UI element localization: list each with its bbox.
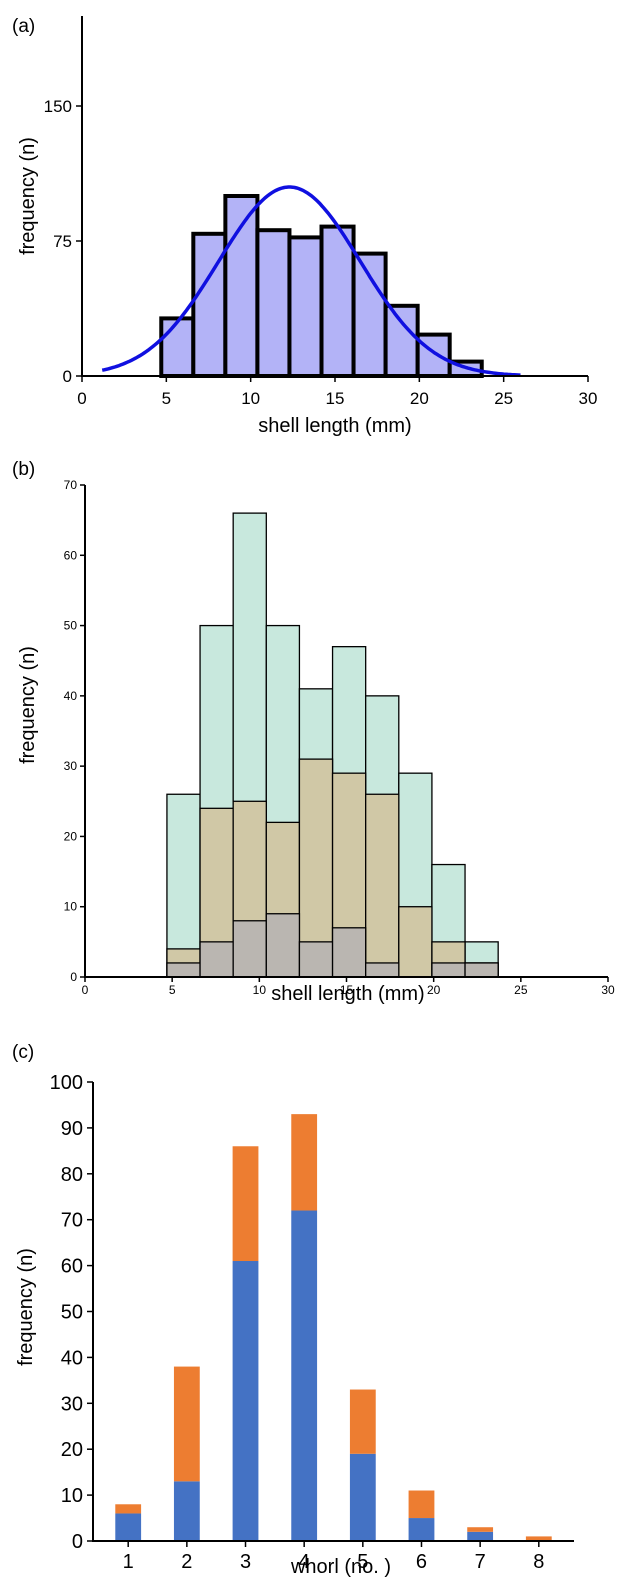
panel-a-y-label: frequency (n) <box>17 137 39 255</box>
panel-a: (a) frequency (n) shell length (mm) 0 5 10… <box>12 16 597 437</box>
panel-c-bar-series-1 <box>349 1453 376 1541</box>
panel-a-x-tick-label: 30 <box>579 389 598 408</box>
panel-a-x-tick-label: 20 <box>410 389 429 408</box>
panel-b-x-tick-label: 20 <box>427 983 441 997</box>
panel-b-label: (b) <box>12 459 35 480</box>
panel-c-y-tick-label: 100 <box>50 1072 83 1094</box>
panel-b-y-tick-label: 50 <box>64 619 78 633</box>
panel-c-x-tick-label: 3 <box>240 1551 251 1573</box>
panel-c-y-tick-label: 90 <box>61 1118 83 1140</box>
panel-c-y-tick-label: 70 <box>61 1210 83 1232</box>
panel-c: (c) frequency (n) whorl (no. ) 1 2 3 4 5 6 7 80… <box>12 1042 574 1577</box>
panel-b-bar-series-2 <box>398 906 433 978</box>
panel-b-bar-series-3 <box>265 913 301 978</box>
panel-b-bar-series-3 <box>232 920 267 978</box>
panel-a-x-tick-label: 15 <box>326 389 345 408</box>
panel-c-bars <box>115 1114 552 1541</box>
panel-c-y-label: frequency (n) <box>15 1248 37 1366</box>
panel-c-bar-series-1 <box>467 1531 494 1541</box>
panel-a-x-tick-label: 10 <box>241 389 260 408</box>
panel-a-label: (a) <box>12 16 35 37</box>
panel-b-y-tick-label: 10 <box>64 900 78 914</box>
panel-c-y-tick-label: 30 <box>61 1393 83 1415</box>
panel-b-x-label: shell length (mm) <box>271 983 424 1005</box>
panel-c-bar-series-2 <box>525 1536 552 1541</box>
panel-c-bar-series-1 <box>115 1513 142 1541</box>
panel-c-bar-series-2 <box>467 1527 494 1532</box>
panel-a-fit-curve <box>101 185 521 377</box>
panel-b-x-tick-label: 5 <box>169 983 176 997</box>
panel-b-y-tick-label: 20 <box>64 829 78 843</box>
panel-b-bars <box>166 512 499 978</box>
panel-a-bars <box>159 194 484 379</box>
panel-c-bar-series-1 <box>232 1261 259 1541</box>
panel-b-x-tick-label: 30 <box>601 983 615 997</box>
panel-b-y-tick-label: 0 <box>70 970 77 984</box>
panel-a-bar <box>287 235 324 378</box>
panel-b-y-tick-label: 40 <box>64 689 78 703</box>
panel-c-bar-series-2 <box>291 1114 318 1211</box>
panel-c-bar-series-1 <box>173 1481 200 1541</box>
panel-c-y-tick-label: 20 <box>61 1439 83 1461</box>
panel-c-bar-series-1 <box>408 1518 435 1541</box>
panel-c-label: (c) <box>12 1042 34 1063</box>
panel-b-ticks: 0 5 10 15 20 25 30 0 10 20 30 40 50 60 70 <box>64 478 615 997</box>
panel-b-bar-series-2 <box>365 793 400 978</box>
panel-a-y-tick-label: 75 <box>53 232 72 251</box>
panel-b-bar-series-1 <box>166 793 201 978</box>
panel-a-bar <box>319 224 356 378</box>
panel-c-x-label: whorl (no. ) <box>290 1556 391 1577</box>
panel-c-x-tick-label: 8 <box>533 1551 544 1573</box>
panel-c-y-tick-label: 80 <box>61 1164 83 1186</box>
panel-b-x-tick-label: 10 <box>253 983 267 997</box>
panel-c-y-tick-label: 10 <box>61 1485 83 1507</box>
panel-c-x-tick-label: 4 <box>299 1551 310 1573</box>
panel-a-bar <box>351 251 388 379</box>
panel-c-x-tick-label: 7 <box>475 1551 486 1573</box>
panel-b-y-label: frequency (n) <box>17 646 39 764</box>
panel-b-bar-series-3 <box>298 941 334 978</box>
panel-b-y-tick-label: 60 <box>64 548 78 562</box>
panel-b-bar-series-3 <box>365 962 400 978</box>
panel-a-bar <box>415 332 452 379</box>
panel-c-bar-series-2 <box>408 1490 435 1519</box>
panel-a-bar <box>255 228 292 378</box>
panel-c-y-tick-label: 40 <box>61 1347 83 1369</box>
panel-c-bar-series-2 <box>173 1366 200 1482</box>
panel-b-x-tick-label: 25 <box>514 983 528 997</box>
panel-b: (b) frequency (n) shell length (mm) 0 5 10… <box>12 459 615 1005</box>
panel-c-x-tick-label: 2 <box>181 1551 192 1573</box>
panel-c-bar-series-2 <box>349 1389 376 1454</box>
panel-b-bar-series-3 <box>431 962 466 978</box>
panel-c-x-tick-label: 5 <box>357 1551 368 1573</box>
panel-c-axes <box>92 1082 574 1542</box>
panel-c-x-tick-label: 6 <box>416 1551 427 1573</box>
panel-a-y-tick-label: 150 <box>44 97 72 116</box>
panel-b-x-tick-label: 15 <box>340 983 354 997</box>
panel-b-x-tick-label: 0 <box>82 983 89 997</box>
panel-a-ticks: 0 5 10 15 20 25 30 0 75 150 <box>44 97 598 408</box>
panel-c-bar-series-2 <box>115 1504 142 1514</box>
panel-a-bar <box>383 303 420 378</box>
panel-a-y-tick-label: 0 <box>63 367 72 386</box>
panel-a-x-tick-label: 5 <box>162 389 171 408</box>
panel-c-y-tick-label: 50 <box>61 1302 83 1324</box>
panel-b-y-tick-label: 30 <box>64 759 78 773</box>
panel-b-bar-series-3 <box>464 962 499 978</box>
panel-c-bar-series-1 <box>291 1210 318 1541</box>
panel-a-x-tick-label: 0 <box>77 389 86 408</box>
panel-c-y-tick-label: 0 <box>72 1531 83 1553</box>
panel-a-bar <box>159 316 196 378</box>
panel-c-y-tick-label: 60 <box>61 1256 83 1278</box>
panel-c-bar-series-2 <box>232 1146 259 1262</box>
panel-b-bar-series-3 <box>331 927 367 978</box>
panel-c-x-tick-label: 1 <box>123 1551 134 1573</box>
panel-b-bar-series-3 <box>199 941 234 978</box>
panel-a-x-tick-label: 25 <box>494 389 513 408</box>
panel-b-bar-series-3 <box>166 962 201 978</box>
panel-a-x-label: shell length (mm) <box>258 415 411 437</box>
panel-b-y-tick-label: 70 <box>64 478 78 492</box>
